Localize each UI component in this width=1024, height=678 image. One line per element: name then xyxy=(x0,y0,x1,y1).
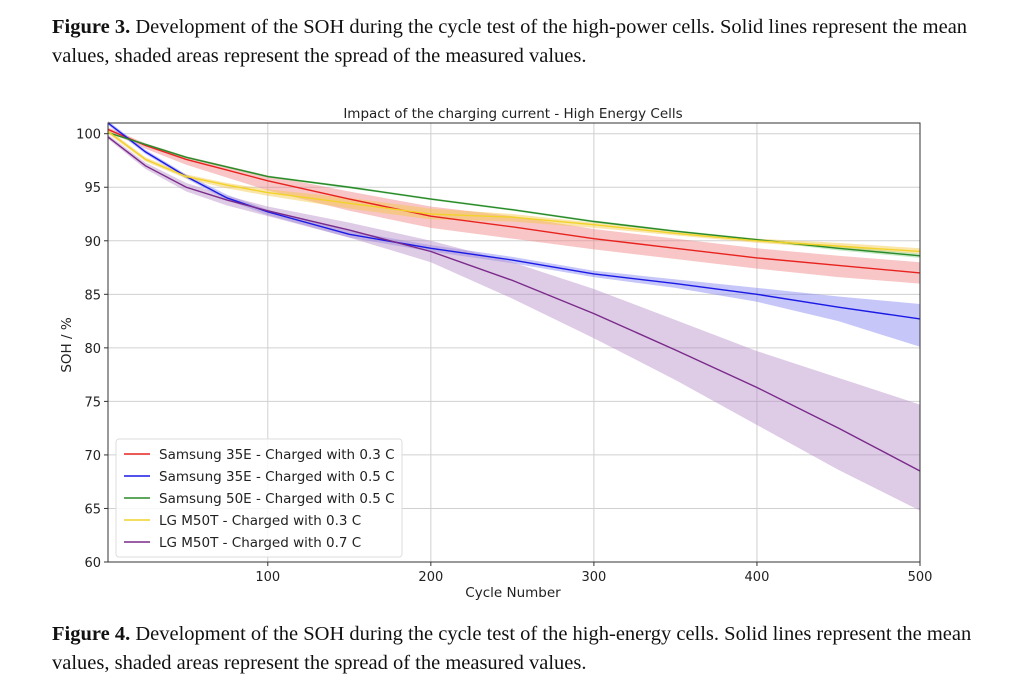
x-tick-label: 500 xyxy=(908,570,933,585)
plot-frame xyxy=(107,122,921,563)
figure-4-caption: Figure 4. Development of the SOH during … xyxy=(52,620,1002,678)
y-axis-label: SOH / % xyxy=(59,317,75,372)
figure-4-text: Development of the SOH during the cycle … xyxy=(52,623,972,674)
mean-line-4 xyxy=(107,136,921,472)
y-tick-label: 75 xyxy=(84,395,101,410)
mean-lines xyxy=(107,122,921,472)
y-tick-label: 90 xyxy=(84,235,101,250)
mean-line-2 xyxy=(107,131,921,257)
figure-3-text: Development of the SOH during the cycle … xyxy=(52,16,968,67)
y-tick-label: 95 xyxy=(84,181,101,196)
x-axis-label: Cycle Number xyxy=(465,585,561,601)
legend-box xyxy=(115,438,403,558)
y-tick-label: 85 xyxy=(84,288,101,303)
mean-line-3 xyxy=(107,131,921,253)
legend-label: LG M50T - Charged with 0.7 C xyxy=(159,535,361,551)
x-tick-label: 100 xyxy=(255,570,280,585)
y-tick-label: 60 xyxy=(84,556,101,571)
x-tick-label: 200 xyxy=(418,570,443,585)
chart-title: Impact of the charging current - High En… xyxy=(343,106,682,122)
legend-label: Samsung 50E - Charged with 0.5 C xyxy=(159,491,395,507)
soh-chart: Impact of the charging current - High En… xyxy=(59,106,932,601)
spread-band-1 xyxy=(108,120,920,347)
figure-3-caption: Figure 3. Development of the SOH during … xyxy=(52,13,1002,71)
spread-band-0 xyxy=(108,127,920,284)
x-tick-label: 400 xyxy=(745,570,770,585)
y-tick-label: 80 xyxy=(84,342,101,357)
legend: Samsung 35E - Charged with 0.3 C Samsung … xyxy=(115,438,403,558)
figure-3-label: Figure 3. xyxy=(52,16,131,38)
spread-band-2 xyxy=(108,131,920,258)
legend-label: Samsung 35E - Charged with 0.3 C xyxy=(159,447,395,463)
y-tick-label: 100 xyxy=(76,128,101,143)
legend-label: LG M50T - Charged with 0.3 C xyxy=(159,513,361,529)
y-tick-label: 70 xyxy=(84,449,101,464)
y-tick-label: 65 xyxy=(84,502,101,517)
legend-label: Samsung 35E - Charged with 0.5 C xyxy=(159,469,395,485)
axis-ticks: 100 200 300 400 500 60 65 70 75 80 85 90 95 100 xyxy=(76,128,932,585)
mean-line-0 xyxy=(107,128,921,274)
spread-band-3 xyxy=(108,129,920,254)
x-tick-label: 300 xyxy=(581,570,606,585)
spread-bands xyxy=(108,120,920,511)
figure-4-label: Figure 4. xyxy=(52,623,131,645)
